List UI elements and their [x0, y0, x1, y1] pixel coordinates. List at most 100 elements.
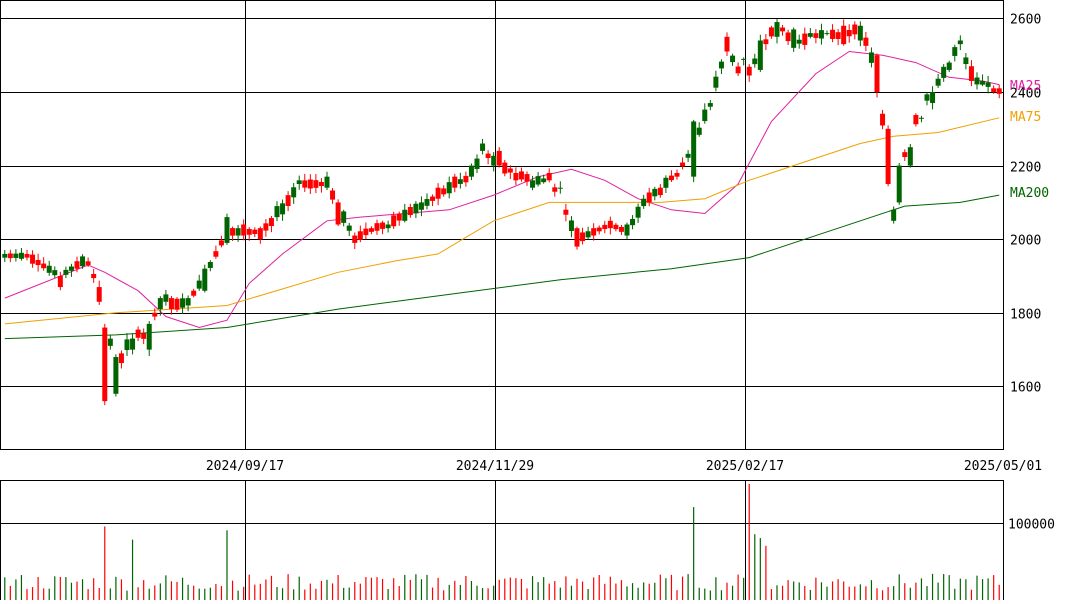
candle-down	[135, 329, 141, 338]
candle-down	[507, 168, 513, 173]
candle-down	[674, 172, 680, 177]
candle-up	[707, 103, 713, 107]
candle-up	[457, 179, 463, 184]
candle-up	[757, 40, 763, 70]
candle-down	[913, 114, 919, 125]
candle-up	[113, 356, 119, 394]
candle-down	[35, 259, 41, 266]
candle-down	[763, 39, 769, 45]
candle-down	[191, 290, 197, 296]
candle-up	[274, 206, 280, 218]
candle-down	[218, 240, 224, 246]
candle-up	[952, 47, 958, 56]
candle-down	[580, 232, 586, 242]
candle-down	[85, 261, 91, 265]
candle-down	[646, 192, 652, 203]
candle-up	[202, 268, 208, 291]
candle-down	[363, 228, 369, 236]
candle-up	[930, 92, 936, 104]
legend-ma25: MA25	[1010, 79, 1041, 94]
candle-down	[263, 223, 269, 231]
candle-down	[835, 32, 841, 39]
candle-down	[596, 227, 602, 232]
candle-down	[524, 174, 530, 182]
candle-up	[418, 202, 424, 210]
candle-up	[557, 187, 563, 189]
candle-up	[163, 294, 169, 302]
candle-down	[268, 218, 274, 227]
candle-up	[713, 76, 719, 88]
candle-down	[252, 229, 258, 235]
candle-down	[318, 181, 324, 187]
candle-down	[452, 176, 458, 188]
candle-up	[413, 203, 419, 214]
candle-down	[485, 153, 491, 158]
candle-up	[52, 270, 58, 276]
candle-down	[213, 251, 219, 257]
candle-up	[207, 262, 213, 268]
candle-up	[918, 117, 924, 119]
candle-up	[346, 225, 352, 231]
price-frame	[0, 0, 1004, 450]
candle-up	[824, 33, 830, 35]
candle-down	[657, 187, 663, 196]
candle-up	[196, 280, 202, 289]
candle-up	[568, 220, 574, 232]
candle-down	[802, 33, 808, 45]
candle-down	[313, 180, 319, 188]
candle-up	[691, 121, 697, 177]
candle-up	[530, 180, 536, 188]
candle-down	[257, 228, 263, 240]
candle-down	[307, 179, 313, 189]
candle-down	[863, 37, 869, 46]
candle-down	[874, 55, 880, 93]
candle-up	[157, 298, 163, 310]
candle-down	[335, 202, 341, 225]
candle-up	[385, 224, 391, 229]
candle-down	[746, 66, 752, 76]
candle-down	[407, 206, 413, 216]
candle-up	[107, 338, 113, 346]
candle-down	[30, 254, 36, 264]
price-tick-label: 2400	[1010, 87, 1041, 102]
candle-up	[941, 66, 947, 78]
candle-down	[74, 261, 80, 269]
candle-up	[868, 52, 874, 63]
candle-down	[102, 327, 108, 402]
candle-up	[652, 188, 658, 197]
candle-down	[591, 228, 597, 236]
candle-up	[980, 80, 986, 85]
candle-down	[552, 187, 558, 192]
candle-down	[374, 223, 380, 231]
candle-up	[635, 206, 641, 218]
candle-up	[857, 25, 863, 41]
candle-down	[7, 253, 13, 259]
candle-down	[96, 287, 102, 302]
candle-down	[607, 220, 613, 229]
candle-down	[230, 228, 236, 236]
candle-down	[41, 263, 47, 269]
candle-up	[124, 339, 130, 351]
candle-up	[891, 209, 897, 221]
candle-down	[813, 33, 819, 38]
candle-up	[180, 298, 186, 308]
candle-up	[907, 147, 913, 166]
candle-down	[902, 152, 908, 158]
candle-down	[302, 180, 308, 188]
candle-down	[357, 231, 363, 240]
candle-up	[641, 198, 647, 207]
candle-down	[391, 215, 397, 227]
candle-up	[491, 155, 497, 166]
candle-down	[518, 171, 524, 180]
candle-up	[80, 256, 86, 267]
price-tick-label: 1600	[1010, 381, 1041, 396]
candle-up	[541, 178, 547, 183]
candle-up	[630, 218, 636, 226]
moving-averages	[4, 50, 1000, 340]
candle-up	[146, 323, 152, 350]
candle-down	[430, 196, 436, 201]
price-tick-label: 2200	[1010, 161, 1041, 176]
candle-down	[780, 27, 786, 32]
candle-down	[141, 333, 147, 339]
candle-down	[241, 224, 247, 236]
